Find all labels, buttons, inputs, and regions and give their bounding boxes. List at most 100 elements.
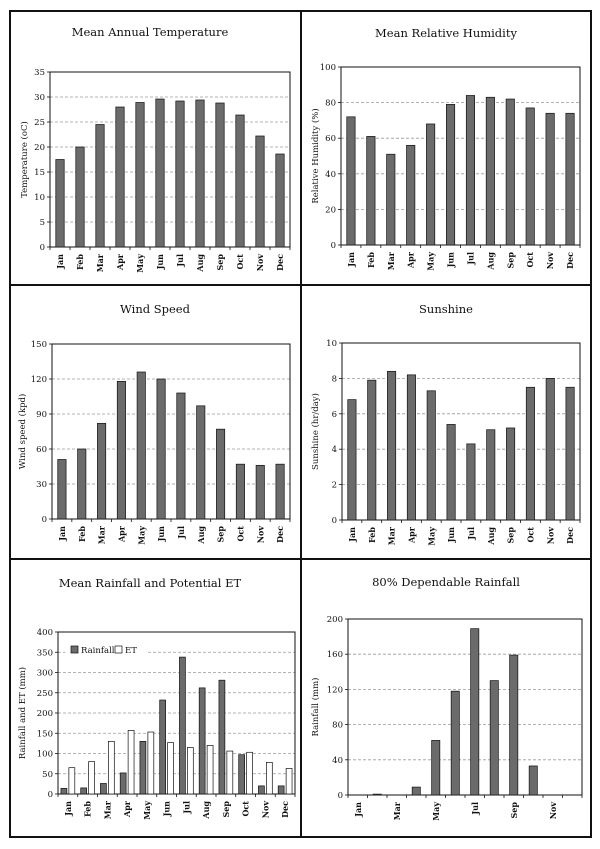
bar-rainfall-dec [277,785,285,795]
bar-et-may [147,731,155,795]
x-tick-label: Jun [155,254,165,271]
x-tick-label: Nov [548,802,558,820]
chart-title: Mean Annual Temperature [72,25,229,39]
y-tick-label: 0 [42,515,47,525]
x-tick-label: Feb [367,527,377,543]
bar-sep [506,427,516,521]
y-tick-label: 250 [37,689,53,699]
y-tick-label: 20 [325,205,336,215]
y-tick-label: 80 [332,721,343,731]
x-tick-label: Jul [175,254,185,268]
x-tick-label: Jun [156,526,166,543]
y-tick-label: 4 [332,445,337,455]
x-tick-label: Sep [221,801,231,818]
bar-et-jan [68,767,76,795]
y-axis-label: Temperature (oC) [19,121,30,198]
bar-rainfall-aug [198,687,206,795]
bar-apr [406,374,416,521]
panel-frame-dependable-rainfall [300,558,592,838]
bar-et-jul [187,747,194,795]
bar-rainfall-may [139,740,147,795]
y-axis-label: Wind speed (kpd) [17,394,28,470]
x-tick-label: Jul [470,802,480,816]
legend-swatch-rainfall [70,645,79,654]
bar-mar [387,370,397,521]
bar-feb [366,136,376,246]
bar-dec [275,153,285,248]
y-tick-label: 15 [34,168,45,178]
y-tick-label: 30 [36,480,47,490]
x-tick-label: May [431,802,441,821]
y-tick-label: 6 [332,410,337,420]
bar-jul [466,443,476,521]
bar-apr [406,144,416,246]
legend-swatch-et [114,645,123,654]
chart-title: 80% Dependable Rainfall [372,575,520,589]
x-tick-label: Sep [505,252,515,269]
x-tick-label: Feb [83,801,93,817]
x-tick-label: Jan [346,252,356,268]
x-tick-label: Apr [406,251,416,269]
y-tick-label: 150 [31,340,47,350]
y-tick-label: 300 [37,669,53,679]
y-tick-label: 120 [327,685,343,695]
bar-nov [545,112,555,246]
bar-jul [470,628,480,796]
bar-oct [235,114,245,248]
bar-jan [55,159,65,248]
bar-et-aug [206,745,214,795]
bar-feb [367,379,377,521]
y-tick-label: 120 [31,375,47,385]
bar-feb [372,793,382,796]
bar-rainfall-jul [179,656,186,795]
x-tick-label: Jul [466,527,476,541]
x-tick-label: Jan [55,254,65,270]
bar-sep [509,654,519,796]
x-tick-label: Mar [392,801,402,820]
bar-oct [235,463,245,520]
y-tick-label: 8 [332,374,337,384]
x-tick-label: Jan [57,526,67,542]
bar-sep [216,428,226,520]
x-tick-label: Jun [446,252,456,269]
y-tick-label: 20 [34,143,45,153]
x-tick-label: Apr [406,526,416,544]
bar-et-oct [246,751,253,795]
x-tick-label: Jun [446,527,456,544]
y-tick-label: 0 [48,790,53,800]
x-tick-label: Apr [116,525,126,543]
bar-nov [545,378,555,521]
chart-dependable-rainfall: 80% Dependable Rainfall Rainfall (mm) 0 40 8… [310,575,583,821]
plot-frame [341,342,581,521]
panel-frame-rainfall-et [9,558,302,838]
bar-mar [95,124,105,248]
y-tick-label: 150 [37,729,53,739]
bar-rainfall-feb [80,787,87,795]
x-tick-label: Apr [122,800,132,818]
y-tick-label: 350 [37,648,53,658]
y-tick-label: 30 [34,93,45,103]
y-axis-label: Rainfall and ET (mm) [17,667,28,759]
y-tick-label: 160 [327,650,343,660]
x-tick-label: Dec [275,254,285,271]
bar-rainfall-jun [159,699,166,795]
y-tick-label: 10 [34,193,45,203]
bar-oct [525,386,535,521]
bar-oct [525,107,535,246]
bar-oct [528,765,538,796]
y-tick-label: 400 [37,628,53,638]
y-tick-label: 50 [42,770,53,780]
y-axis-label: Sunshine (hr/day) [310,393,321,470]
x-tick-label: Feb [77,526,87,542]
bar-jul [176,392,186,520]
bar-rainfall-nov [258,785,265,795]
x-tick-label: Aug [485,252,495,271]
bar-apr [116,380,126,520]
bar-jan [347,399,357,521]
y-tick-label: 40 [332,756,343,766]
y-tick-label: 60 [36,445,47,455]
y-tick-label: 10 [326,339,337,349]
x-tick-label: Nov [255,526,265,544]
x-tick-label: Jan [347,527,357,543]
x-tick-label: Apr [115,253,125,271]
